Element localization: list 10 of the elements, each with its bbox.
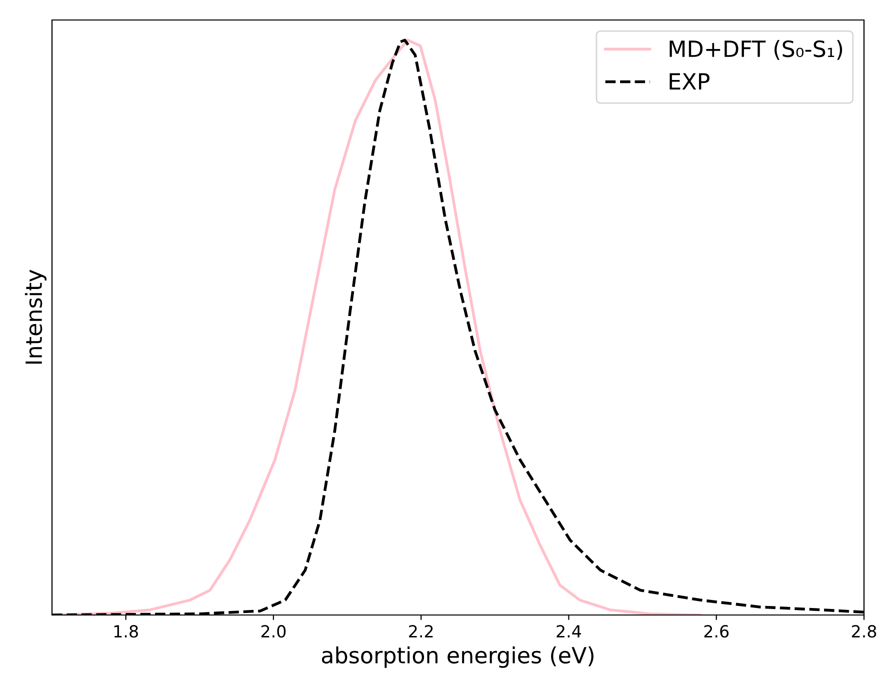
- x-tick-label: 2.0: [261, 625, 286, 638]
- x-tick-label: 1.8: [114, 625, 138, 638]
- x-tick-label: 2.2: [409, 625, 433, 638]
- y-axis-title: Intensity: [24, 270, 46, 364]
- x-tick-label: 2.4: [556, 625, 582, 638]
- legend-label: EXP: [670, 73, 710, 90]
- x-tick-label: 2.8: [852, 625, 876, 638]
- legend-label: MD+DFT (S₀-S₁): [670, 40, 842, 60]
- x-axis-title: absorption energies (eV): [322, 646, 594, 668]
- x-tick-label: 2.6: [704, 625, 729, 638]
